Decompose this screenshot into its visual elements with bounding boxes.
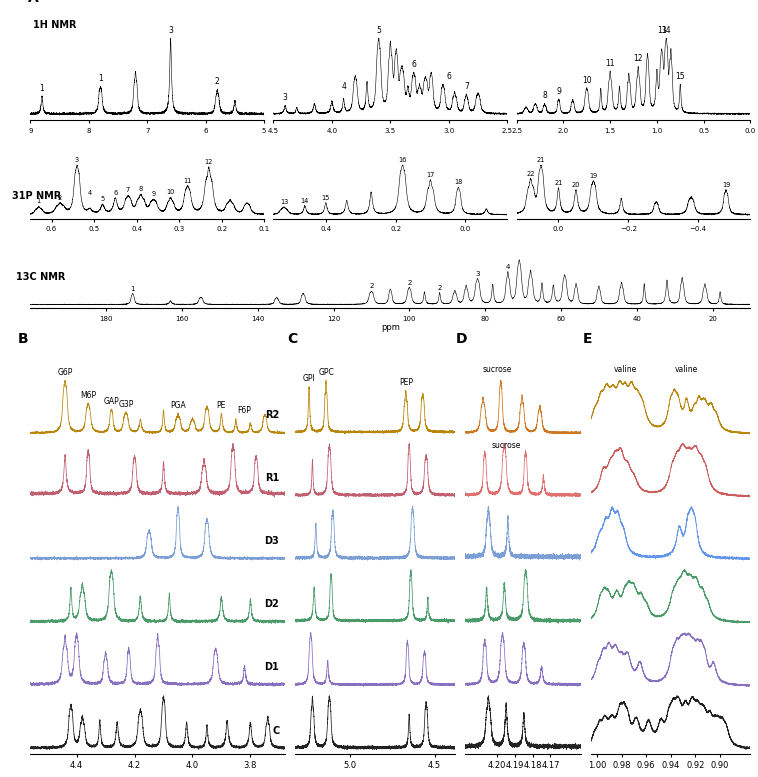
Text: 9: 9 <box>556 87 561 96</box>
Text: 11: 11 <box>183 178 192 183</box>
Text: GPC: GPC <box>318 368 334 377</box>
Text: 5: 5 <box>376 26 381 35</box>
Text: 12: 12 <box>634 54 643 64</box>
Text: G3P: G3P <box>118 399 133 409</box>
Text: 21: 21 <box>537 157 545 163</box>
Text: 2: 2 <box>437 284 442 291</box>
Text: 8: 8 <box>139 186 143 192</box>
Text: 31P NMR: 31P NMR <box>11 191 61 201</box>
Text: 2: 2 <box>215 77 220 86</box>
Text: 11: 11 <box>606 59 615 68</box>
Text: 5: 5 <box>101 196 105 202</box>
Text: 3: 3 <box>283 93 287 103</box>
Text: C: C <box>287 332 298 346</box>
Text: 13: 13 <box>656 26 666 35</box>
Text: D: D <box>456 332 468 346</box>
Text: 1: 1 <box>130 286 135 291</box>
Text: 1: 1 <box>98 74 103 83</box>
Text: E: E <box>583 332 593 346</box>
Text: GPI: GPI <box>302 375 315 384</box>
Text: 13C NMR: 13C NMR <box>16 272 65 282</box>
Text: 7: 7 <box>126 187 130 193</box>
Text: 1: 1 <box>36 198 41 204</box>
Text: 4: 4 <box>506 263 510 270</box>
Text: G6P: G6P <box>58 368 73 377</box>
Text: F6P: F6P <box>238 406 252 416</box>
Text: 6: 6 <box>412 60 416 69</box>
Text: 19: 19 <box>589 172 597 179</box>
Text: valine: valine <box>614 365 637 374</box>
Text: A: A <box>28 0 39 5</box>
Text: D1: D1 <box>265 663 280 672</box>
Text: 6: 6 <box>113 190 117 196</box>
Text: 15: 15 <box>675 72 685 81</box>
Text: 19: 19 <box>722 182 730 187</box>
Text: 14: 14 <box>301 197 309 204</box>
Text: GAP: GAP <box>104 396 119 406</box>
Text: D2: D2 <box>265 599 280 609</box>
Text: 4: 4 <box>88 190 92 197</box>
Text: 4: 4 <box>341 82 346 92</box>
Text: 21: 21 <box>554 179 562 186</box>
Text: 7: 7 <box>464 82 468 91</box>
Text: 22: 22 <box>526 171 535 176</box>
Text: 3: 3 <box>168 26 173 35</box>
Text: 18: 18 <box>454 179 462 186</box>
Text: 8: 8 <box>542 91 547 100</box>
Text: PEP: PEP <box>399 378 413 387</box>
X-axis label: ppm: ppm <box>381 323 399 332</box>
Text: 1: 1 <box>39 84 45 93</box>
Text: 12: 12 <box>205 159 213 165</box>
Text: 2: 2 <box>369 284 374 289</box>
Text: 3: 3 <box>75 157 79 163</box>
Text: sucrose: sucrose <box>491 441 521 450</box>
Text: PE: PE <box>217 401 226 409</box>
Text: 10: 10 <box>167 190 175 195</box>
Text: 3: 3 <box>475 271 480 277</box>
Text: C: C <box>272 726 280 736</box>
Text: B: B <box>17 332 28 346</box>
Text: 16: 16 <box>399 157 407 163</box>
Text: 10: 10 <box>582 76 591 85</box>
Text: 20: 20 <box>572 182 580 187</box>
Text: 13: 13 <box>280 199 288 205</box>
Text: valine: valine <box>675 365 698 374</box>
Text: 1H NMR: 1H NMR <box>33 19 76 30</box>
Text: 17: 17 <box>426 172 434 178</box>
Text: 14: 14 <box>662 26 671 35</box>
Text: M6P: M6P <box>80 391 96 400</box>
Text: D3: D3 <box>265 536 280 546</box>
Text: sucrose: sucrose <box>483 365 512 374</box>
Text: 2: 2 <box>407 280 412 286</box>
Text: 15: 15 <box>321 194 330 200</box>
Text: PGA: PGA <box>170 401 186 410</box>
Text: R2: R2 <box>265 410 280 420</box>
Text: 6: 6 <box>446 72 451 82</box>
Text: 9: 9 <box>152 191 155 197</box>
Text: 2: 2 <box>58 194 62 200</box>
Text: R1: R1 <box>265 473 280 483</box>
